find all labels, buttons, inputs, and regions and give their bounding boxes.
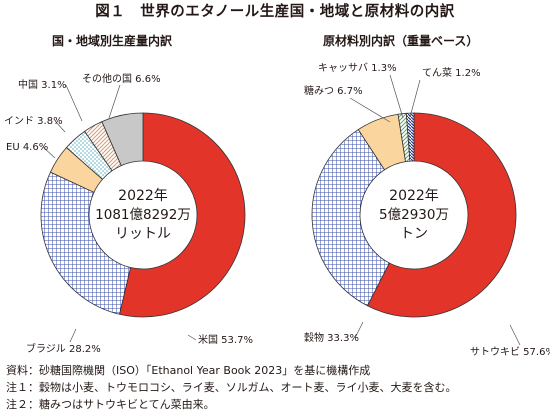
note-1: 注１：穀物は小麦、トウモロコシ、ライ麦、ソルガム、オート麦、ライ小麦、大麦を含む…: [6, 381, 457, 394]
leader-line-その他の国: [108, 84, 121, 119]
leader-line-インド: [54, 120, 66, 133]
slice-米国: [119, 112, 246, 318]
chart-1-subtitle: 国・地域別生産量内訳: [52, 34, 173, 48]
leader-line-てん菜: [409, 79, 421, 118]
leader-line-穀物: [354, 321, 364, 339]
slice-label-穀物: 穀物 33.3%: [304, 331, 359, 344]
slice-穀物: [311, 128, 390, 307]
slice-label-米国: 米国 53.7%: [198, 333, 253, 346]
center-text-1: 2022年: [389, 188, 439, 204]
center-text-2: 5億2930万: [379, 207, 449, 223]
slice-label-インド: インド 3.8%: [4, 116, 63, 127]
donut-chart-1: 米国 53.7% ブラジル 28.2% EU 4.6% インド 3.8% 中国 3.1%…: [4, 72, 253, 355]
slice-label-キャッサバ: キャッサバ 1.3%: [318, 62, 397, 74]
chart-2-subtitle: 原材料別内訳（重量ベース）: [323, 34, 479, 48]
slice-サトウキビ: [366, 112, 517, 318]
slice-label-てん菜: てん菜 1.2%: [422, 67, 481, 79]
source-note: 資料：砂糖国際機関（ISO）「Ethanol Year Book 2023」を基…: [6, 364, 371, 377]
slice-label-糖みつ: 糖みつ 6.7%: [304, 84, 363, 97]
figure-title: 図１ 世界のエタノール生産国・地域と原材料の内訳: [95, 4, 455, 20]
leader-line-サトウキビ: [509, 324, 521, 346]
center-text-1: 2022年: [118, 188, 168, 204]
slice-label-その他の国: その他の国 6.6%: [82, 72, 161, 85]
leader-line-ブラジル: [69, 328, 77, 343]
center-text-3: トン: [400, 226, 428, 242]
note-2: 注２：糖みつはサトウキビとてん菜由来。: [6, 398, 215, 411]
slice-てん菜: [405, 112, 415, 162]
leader-line-キャッサバ: [389, 74, 404, 119]
leader-line-糖みつ: [349, 97, 391, 123]
center-text-3: リットル: [115, 226, 171, 242]
leader-line-EU: [42, 146, 56, 159]
slice-ブラジル: [40, 171, 132, 315]
slice-label-サトウキビ: サトウキビ 57.6%: [470, 346, 550, 358]
donut-chart-2: サトウキビ 57.6% 穀物 33.3% 糖みつ 6.7% キャッサバ 1.3% てん菜…: [304, 62, 550, 358]
donut-charts: 米国 53.7% ブラジル 28.2% EU 4.6% インド 3.8% 中国 3.1%…: [4, 62, 550, 358]
slice-その他の国: [101, 112, 144, 167]
slice-label-ブラジル: ブラジル 28.2%: [26, 342, 101, 355]
center-text-2: 1081億8292万: [95, 207, 191, 223]
leader-line-中国: [65, 84, 83, 122]
slice-label-EU: EU 4.6%: [6, 142, 48, 153]
leader-line-米国: [187, 334, 197, 341]
notes: 資料：砂糖国際機関（ISO）「Ethanol Year Book 2023」を基…: [6, 362, 456, 413]
slice-label-中国: 中国 3.1%: [18, 78, 67, 91]
